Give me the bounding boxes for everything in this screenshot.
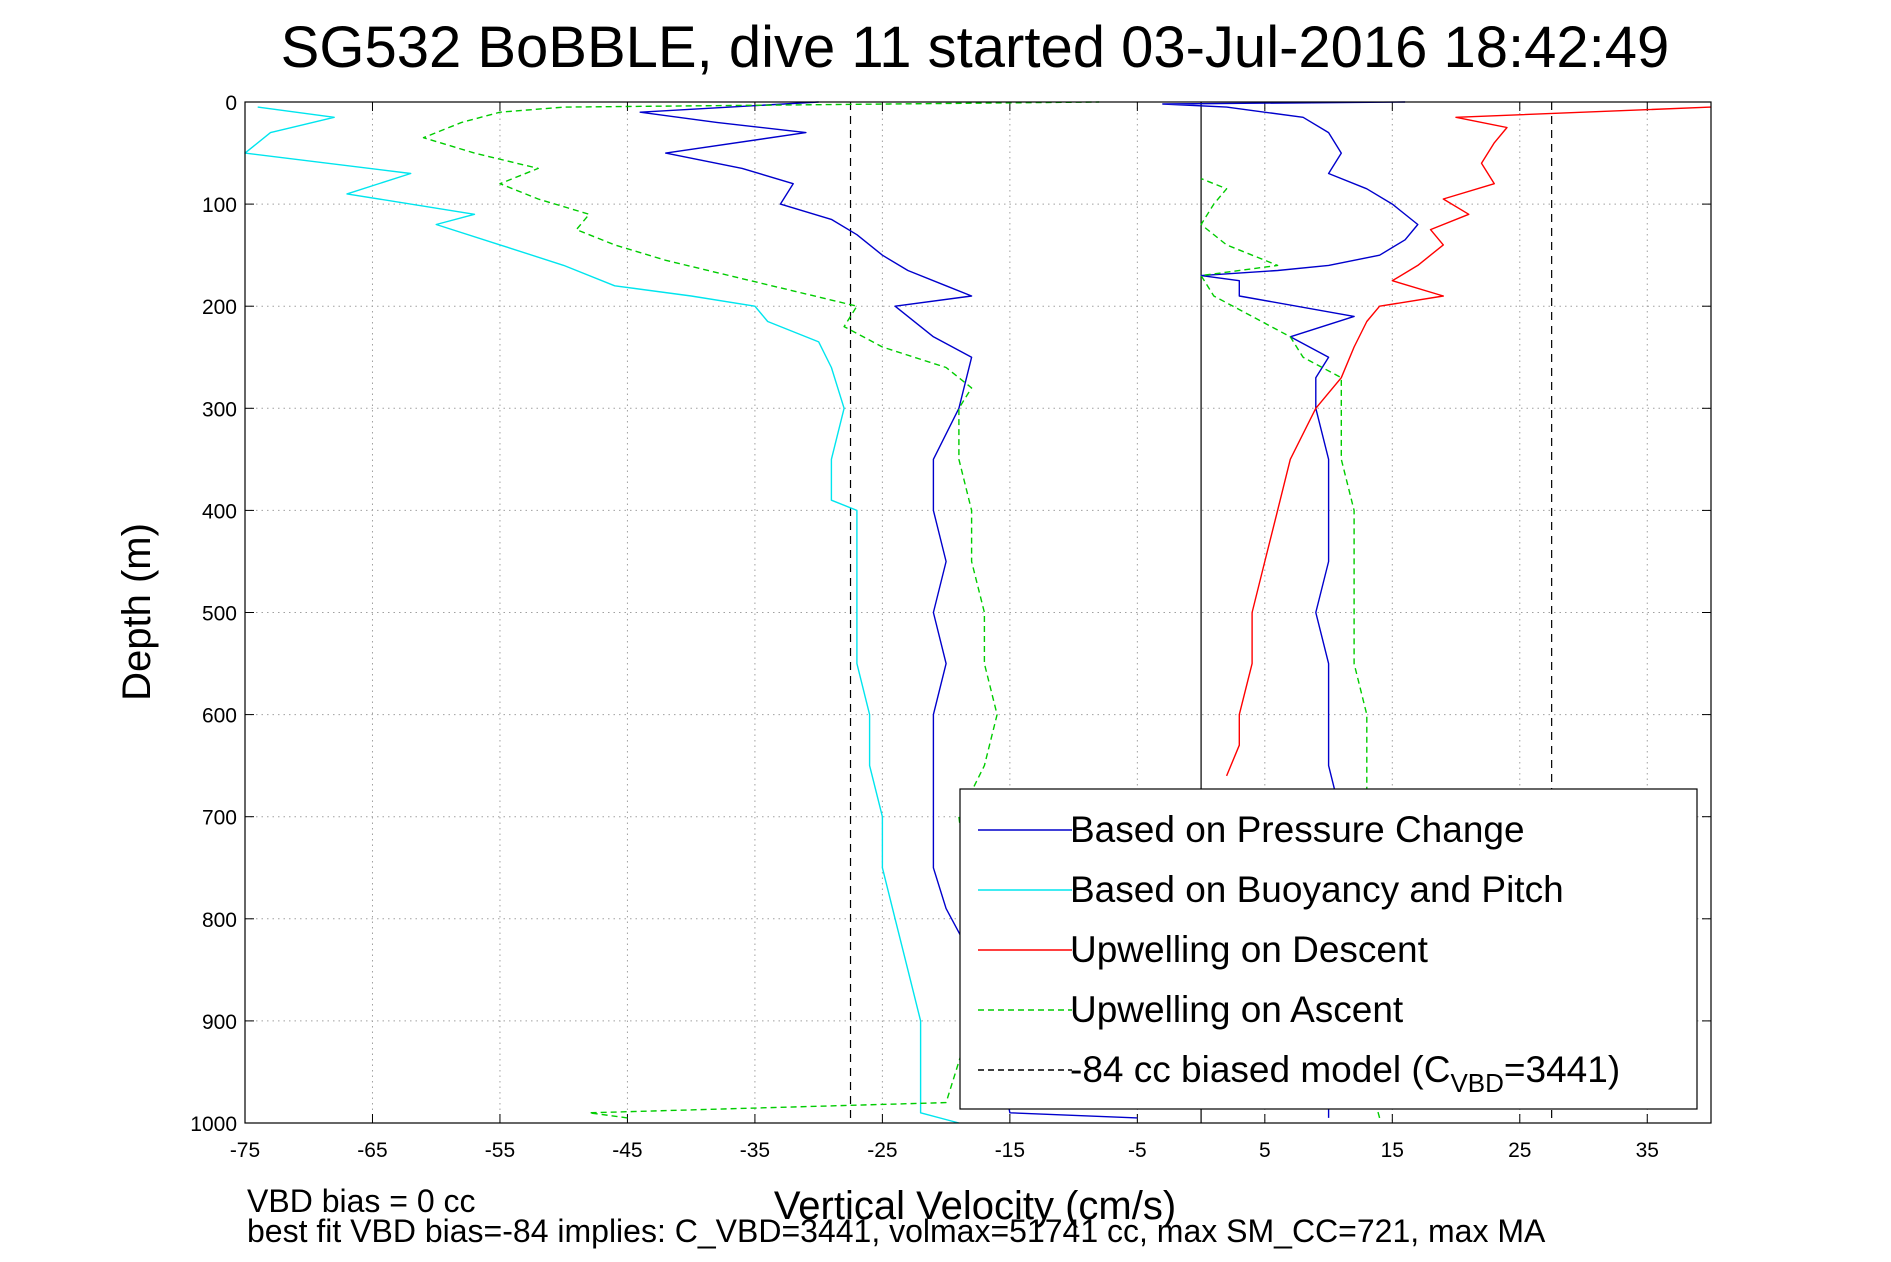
x-tick-label: -25 <box>867 1139 897 1162</box>
legend-entry-label: Upwelling on Ascent <box>1070 989 1404 1030</box>
y-tick-label: 900 <box>202 1011 237 1034</box>
legend-entry-label: Based on Buoyancy and Pitch <box>1070 869 1564 910</box>
y-tick-label: 500 <box>202 603 237 626</box>
series-line-upwelling_descent <box>1225 106 1712 777</box>
series-line-upwelling_ascent <box>1200 177 1381 1119</box>
legend-entry-label: Based on Pressure Change <box>1070 809 1525 850</box>
vbd-bias-note: VBD bias = 0 cc <box>247 1183 476 1219</box>
x-tick-label: -35 <box>740 1139 770 1162</box>
x-tick-label: -45 <box>612 1139 642 1162</box>
x-tick-label: -15 <box>995 1139 1025 1162</box>
y-axis-label: Depth (m) <box>115 523 159 701</box>
x-tick-label: 5 <box>1259 1139 1271 1162</box>
best-fit-note: best fit VBD bias=-84 implies: C_VBD=344… <box>247 1213 1546 1249</box>
plot-frame <box>244 101 1712 1124</box>
series-line-pressure_descent <box>639 101 1138 1119</box>
legend-entry-label: Upwelling on Descent <box>1070 929 1429 970</box>
legend-entry-label: -84 cc biased model (CVBD=3441) <box>1070 1049 1620 1098</box>
series-line-buoyancy_descent <box>244 106 960 1124</box>
y-tick-label: 700 <box>202 807 237 830</box>
x-tick-label: -55 <box>485 1139 515 1162</box>
x-tick-label: -65 <box>357 1139 387 1162</box>
y-tick-label: 300 <box>202 398 237 421</box>
x-tick-label: 25 <box>1508 1139 1531 1162</box>
legend: Based on Pressure Change Based on Buoyanc… <box>959 788 1698 1110</box>
legend-box <box>959 788 1698 1110</box>
y-tick-labels: 0 100 200 300 400 500 600 700 800 900 1000 <box>190 92 237 1136</box>
x-tick-label: 35 <box>1636 1139 1659 1162</box>
y-tick-label: 200 <box>202 296 237 319</box>
y-tick-label: 100 <box>202 194 237 217</box>
x-axis-label: Vertical Velocity (cm/s) <box>774 1184 1176 1228</box>
y-tick-label: 800 <box>202 909 237 932</box>
y-tick-label: 0 <box>225 92 237 115</box>
x-tick-label: -5 <box>1128 1139 1147 1162</box>
x-tick-labels: -75 -65 -55 -45 -35 -25 -15 -5 5 15 25 35 <box>230 1139 1659 1162</box>
chart-title: SG532 BoBBLE, dive 11 started 03-Jul-201… <box>281 15 1670 80</box>
y-tick-label: 400 <box>202 500 237 523</box>
y-tick-label: 600 <box>202 705 237 728</box>
x-tick-label: 15 <box>1381 1139 1404 1162</box>
y-tick-label: 1000 <box>190 1113 237 1136</box>
x-tick-label: -75 <box>230 1139 260 1162</box>
